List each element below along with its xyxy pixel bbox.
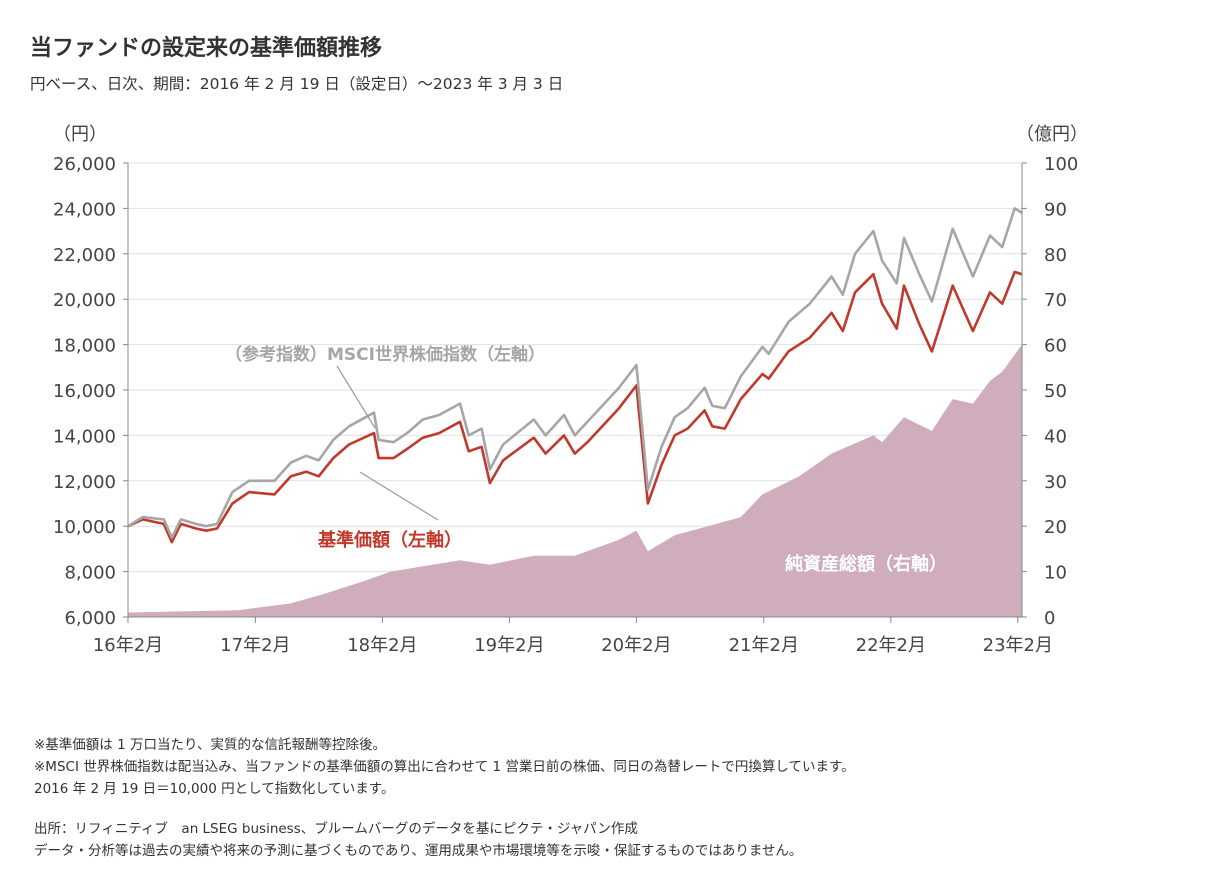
nav-chart: 6,000 0 8,000 10 10,000 20 12,000 30 14,000 40 16,…: [53, 124, 1088, 656]
left-tick-label: 26,000: [53, 154, 116, 175]
left-tick-label: 8,000: [64, 563, 116, 584]
right-axis-unit: （億円）: [1016, 124, 1088, 145]
left-tick-label: 22,000: [53, 245, 116, 266]
net-assets-area: [128, 344, 1022, 617]
x-tick-label: 16年2月: [93, 635, 163, 656]
left-tick-label: 10,000: [53, 517, 116, 538]
note-line: ※基準価額は 1 万口当たり、実質的な信託報酬等控除後。: [34, 737, 386, 753]
chart-annotations: （参考指数）MSCI世界株価指数（左軸） 基準価額（左軸） 純資産総額（右軸）: [225, 344, 947, 575]
note-line: ※MSCI 世界株価指数は配当込み、当ファンドの基準価額の算出に合わせて 1 営…: [34, 759, 855, 775]
left-tick-label: 24,000: [53, 199, 116, 220]
source-line: 出所：リフィニティブ an LSEG business、ブルームバーグのデータを…: [34, 821, 638, 837]
right-tick-label: 30: [1044, 472, 1067, 493]
left-tick-label: 12,000: [53, 472, 116, 493]
benchmark-label: （参考指数）MSCI世界株価指数（左軸）: [225, 344, 545, 365]
right-tick-label: 20: [1044, 517, 1067, 538]
right-tick-label: 80: [1044, 245, 1067, 266]
right-tick-label: 10: [1044, 563, 1067, 584]
chart-series-layer: [127, 207, 1023, 617]
x-tick-label: 19年2月: [474, 635, 544, 656]
page-title: 当ファンドの設定来の基準価額推移: [30, 36, 383, 61]
right-tick-label: 100: [1044, 154, 1078, 175]
x-tick-label: 23年2月: [983, 635, 1053, 656]
right-tick-label: 40: [1044, 426, 1067, 447]
chart-notes: ※基準価額は 1 万口当たり、実質的な信託報酬等控除後。 ※MSCI 世界株価指…: [34, 734, 855, 800]
left-tick-label: 18,000: [53, 336, 116, 357]
left-tick-label: 14,000: [53, 426, 116, 447]
left-tick-label: 20,000: [53, 290, 116, 311]
nav-leader-line: [359, 471, 439, 521]
net-assets-label: 純資産総額（右軸）: [785, 553, 947, 575]
nav-label: 基準価額（左軸）: [317, 529, 462, 551]
left-tick-label: 16,000: [53, 381, 116, 402]
right-tick-label: 0: [1044, 608, 1055, 629]
right-tick-label: 90: [1044, 199, 1067, 220]
page-subtitle: 円ベース、日次、期間：2016 年 2 月 19 日（設定日）～2023 年 3…: [30, 75, 564, 93]
left-axis-unit: （円）: [53, 124, 107, 145]
x-tick-label: 18年2月: [347, 635, 417, 656]
benchmark-leader-line: [336, 365, 376, 429]
right-tick-label: 70: [1044, 290, 1067, 311]
benchmark-line: [127, 207, 1023, 539]
note-line: 2016 年 2 月 19 日＝10,000 円として指数化しています。: [34, 781, 395, 797]
right-tick-label: 50: [1044, 381, 1067, 402]
x-tick-label: 21年2月: [729, 635, 799, 656]
chart-source: 出所：リフィニティブ an LSEG business、ブルームバーグのデータを…: [34, 818, 802, 862]
x-tick-label: 22年2月: [856, 635, 926, 656]
source-line: データ・分析等は過去の実績や将来の予測に基づくものであり、運用成果や市場環境等を…: [34, 843, 803, 859]
right-tick-label: 60: [1044, 336, 1067, 357]
nav-line: [127, 270, 1023, 544]
left-tick-label: 6,000: [64, 608, 116, 629]
x-tick-label: 17年2月: [220, 635, 290, 656]
chart-axes: 6,000 0 8,000 10 10,000 20 12,000 30 14,000 40 16,…: [53, 124, 1088, 656]
x-tick-label: 20年2月: [601, 635, 671, 656]
